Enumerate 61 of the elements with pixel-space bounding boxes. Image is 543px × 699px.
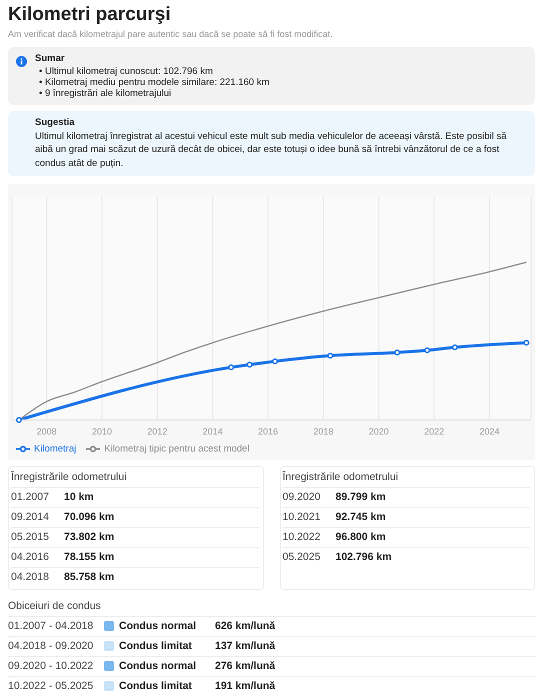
text: 73.802 km bbox=[64, 531, 114, 544]
text: 191 km/lună bbox=[215, 680, 276, 692]
x-tick-label: 2016 bbox=[258, 426, 278, 436]
text: • Kilometraj mediu pentru modele similare: 221.160 km bbox=[39, 77, 270, 88]
point bbox=[228, 364, 234, 370]
text: • 9 înregistrări ale kilometrajului bbox=[39, 88, 172, 99]
x-tick-label: 2024 bbox=[479, 426, 500, 436]
x-tick-label: 2022 bbox=[424, 426, 444, 436]
text: Condus normal bbox=[119, 660, 198, 672]
text: 92.745 km bbox=[336, 511, 386, 524]
text: 89.799 km bbox=[336, 491, 386, 504]
text: 04.2018 bbox=[11, 571, 50, 584]
point bbox=[424, 347, 430, 354]
point bbox=[394, 349, 400, 356]
text: 85.758 km bbox=[64, 571, 114, 584]
point bbox=[452, 344, 458, 350]
text: Ultimul kilometraj înregistrat al acestui vehicul este mult sub media vehiculelor de aceeași vârstă. Este posibil să aibă un grad mai scăzut de uzură decât de obicei, dar este totuși o idee bună să întrebi vânzătorul de ce a fost condus atât de puțin. bbox=[35, 130, 508, 170]
text: 102.796 km bbox=[336, 551, 392, 564]
text: 01.2007 bbox=[11, 491, 50, 504]
text: 01.2007 - 04.2018 bbox=[8, 620, 94, 632]
text: 70.096 km bbox=[64, 511, 114, 524]
text: 137 km/lună bbox=[215, 640, 276, 652]
chart-subtitle: Am verificat dacă kilometrajul pare autentic sau dacă se poate să fi fost modificat. bbox=[8, 29, 334, 39]
text: 10.2022 - 05.2025 bbox=[8, 680, 94, 692]
text: 276 km/lună bbox=[215, 660, 276, 672]
text: Înregistrările odometrului bbox=[282, 470, 400, 485]
text: Sugestia bbox=[35, 117, 76, 128]
point bbox=[523, 340, 530, 346]
text: 04.2016 bbox=[11, 551, 50, 564]
x-tick-label: 2012 bbox=[147, 426, 168, 436]
text: 10.2022 bbox=[282, 531, 322, 544]
text: 78.155 km bbox=[64, 551, 114, 564]
x-tick-label: 2010 bbox=[92, 426, 112, 436]
x-tick-label: 2014 bbox=[202, 426, 223, 436]
text: Condus limitat bbox=[119, 640, 193, 652]
text: Obiceiuri de condus bbox=[8, 598, 102, 614]
text: 626 km/lună bbox=[215, 620, 276, 632]
x-tick-label: 2008 bbox=[36, 426, 57, 436]
point bbox=[246, 362, 253, 368]
text: Înregistrările odometrului bbox=[11, 470, 128, 485]
x-tick-label: 2020 bbox=[368, 426, 389, 436]
legend-label: Kilometraj tipic pentru acest model bbox=[104, 443, 250, 454]
point bbox=[16, 416, 22, 423]
point bbox=[327, 352, 334, 358]
text: 05.2025 bbox=[282, 551, 322, 564]
text: 10.2021 bbox=[282, 511, 322, 524]
text: • Ultimul kilometraj cunoscut: 102.796 km bbox=[39, 66, 214, 77]
chart-title: Kilometri parcurşi bbox=[8, 4, 172, 26]
point bbox=[272, 358, 278, 364]
legend-label: Kilometraj bbox=[34, 443, 76, 454]
text: 96.800 km bbox=[336, 531, 386, 544]
text: 10 km bbox=[64, 491, 94, 504]
text: Condus limitat bbox=[119, 680, 193, 692]
text: Condus normal bbox=[119, 620, 198, 632]
x-tick-label: 2018 bbox=[313, 426, 334, 436]
text: 09.2020 - 10.2022 bbox=[8, 660, 94, 672]
text: 05.2015 bbox=[11, 531, 50, 544]
text: Sumar bbox=[35, 53, 66, 64]
text: 04.2018 - 09.2020 bbox=[8, 640, 94, 652]
text: 09.2020 bbox=[282, 491, 322, 504]
text: 09.2014 bbox=[11, 511, 50, 524]
